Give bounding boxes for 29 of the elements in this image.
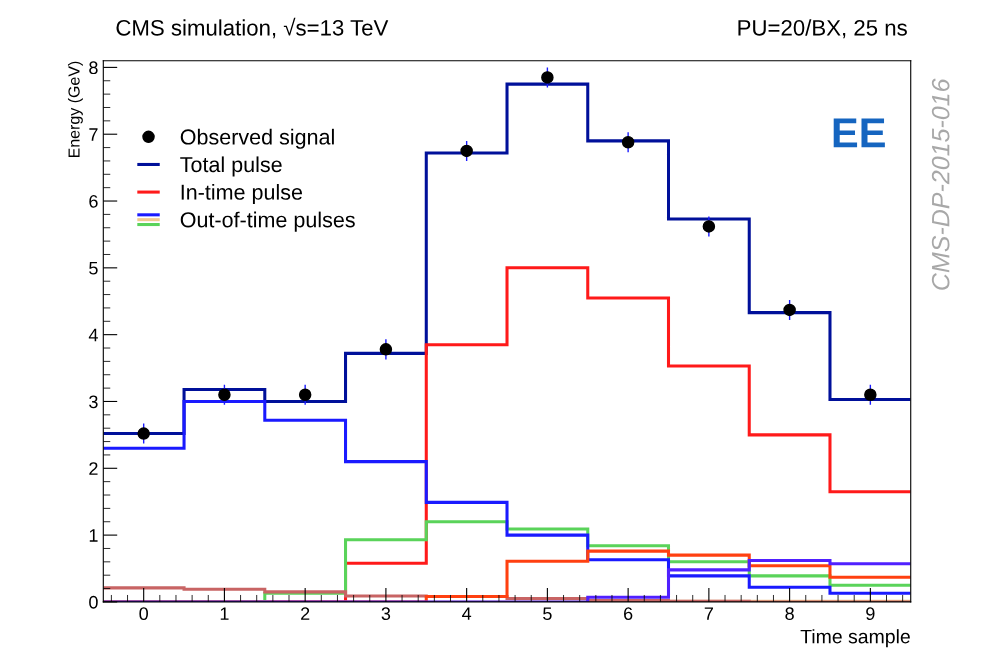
text: CMS-DP-2015-016 [931,78,950,290]
y-tick-label: 4 [88,328,98,342]
y-tick-label: 0 [89,595,98,609]
x-tick-label: 8 [785,607,794,621]
x-tick-label: 0 [139,607,148,621]
legend-label: Observed signal [180,128,334,149]
y-tick-label: 2 [89,462,98,475]
x-tick-label: 4 [462,607,472,620]
y-axis-title: Energy (GeV) [67,61,83,158]
x-tick-label: 3 [381,607,391,621]
legend-label: Out-of-time pulses [180,211,355,232]
x-tick-label: 5 [543,607,552,621]
x-tick-label: 7 [704,607,713,620]
y-tick-label: 7 [89,128,98,141]
chart-title: CMS simulation, √s=13 TeV [116,17,389,39]
annotation: EE [833,118,885,148]
x-tick-label: 9 [866,607,875,621]
y-tick-label: 3 [89,395,98,409]
y-tick-label: 5 [89,261,98,275]
x-tick-label: 1 [220,607,229,620]
x-tick-label: 2 [301,607,310,620]
chart-subtitle: PU=20/BX, 25 ns [738,19,907,39]
legend-label: Total pulse [180,156,282,177]
x-tick-label: 6 [624,607,633,621]
x-axis-title: Time sample [800,629,910,648]
legend-label: In-time pulse [181,184,303,205]
y-tick-label: 6 [89,194,98,208]
y-tick-label: 8 [89,61,98,75]
y-tick-label: 1 [89,529,98,542]
